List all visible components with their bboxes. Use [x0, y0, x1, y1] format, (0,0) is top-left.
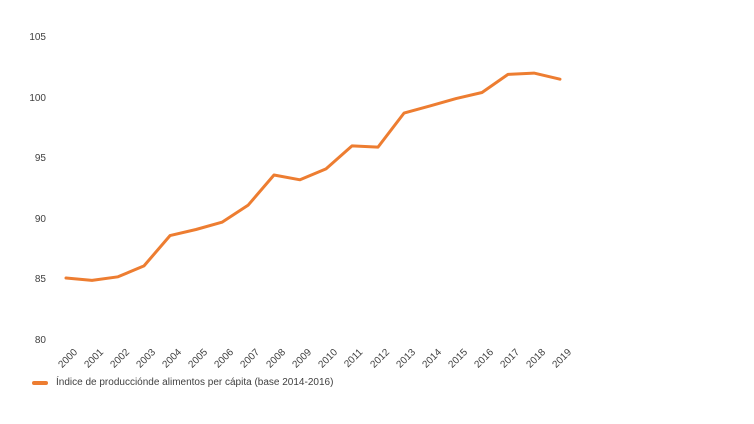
y-axis-tick-label: 100 — [29, 92, 46, 104]
series-line — [64, 71, 562, 282]
y-axis-tick-label: 90 — [34, 213, 46, 225]
legend: Índice de producciónde alimentos per cáp… — [32, 377, 333, 388]
y-axis-tick-label: 80 — [34, 335, 46, 346]
y-axis-tick-label: 105 — [29, 32, 46, 43]
y-axis-tick-label: 85 — [34, 274, 46, 286]
legend-label: Índice de producciónde alimentos per cáp… — [56, 377, 334, 388]
legend-swatch-line-icon — [32, 380, 48, 385]
y-axis-tick-label: 95 — [34, 153, 46, 165]
